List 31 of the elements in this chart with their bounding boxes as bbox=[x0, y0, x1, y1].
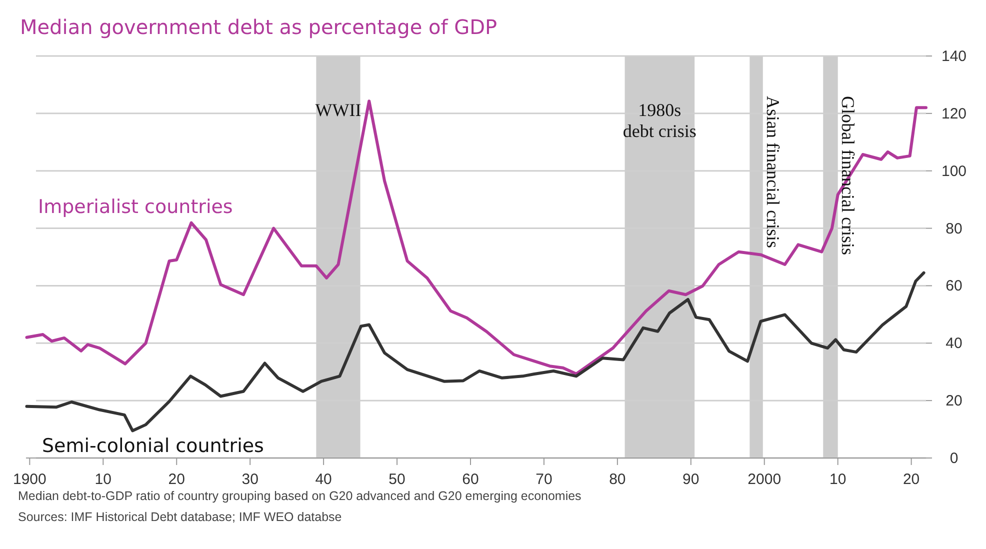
y-tick-label: 100 bbox=[941, 162, 967, 180]
x-tick-label: 60 bbox=[462, 471, 479, 488]
x-tick-label: 80 bbox=[609, 471, 626, 488]
y-tick-label: 120 bbox=[941, 105, 967, 122]
x-tick-label: 20 bbox=[168, 471, 185, 488]
x-tick-label: 90 bbox=[682, 471, 700, 488]
band-label: Global financial crisis bbox=[838, 96, 858, 255]
line-series bbox=[25, 271, 926, 432]
y-tick-label: 60 bbox=[946, 278, 962, 295]
x-tick-label: 50 bbox=[388, 471, 406, 488]
x-tick-label: 2000 bbox=[748, 471, 782, 488]
source-note: Sources: IMF Historical Debt database; IMF WEO databse bbox=[18, 510, 342, 524]
x-tick-label: 10 bbox=[829, 471, 846, 488]
x-tick-label: 10 bbox=[94, 471, 112, 488]
series-label: Semi-colonial countries bbox=[42, 435, 264, 457]
x-tick-label: 30 bbox=[242, 471, 258, 488]
y-tick-label: 40 bbox=[946, 335, 962, 352]
band-label: 1980s debt crisis bbox=[622, 100, 696, 141]
band-label: Asian financial crisis bbox=[762, 96, 783, 248]
y-tick-label: 80 bbox=[946, 220, 962, 238]
x-tick-label: 1900 bbox=[12, 471, 46, 488]
text: Median debt-to-GDP ratio of country grouping based on G20 advanced and G20 emerging economies bbox=[18, 489, 582, 503]
x-tick-label: 40 bbox=[315, 471, 332, 488]
chart-title: Median government debt as percentage of GDP bbox=[20, 15, 498, 39]
y-tick-label: 0 bbox=[950, 450, 958, 467]
band-label: WWII bbox=[315, 100, 362, 120]
x-tick-label: 20 bbox=[902, 471, 920, 488]
series-label: Imperialist countries bbox=[38, 196, 233, 218]
y-tick-label: 140 bbox=[941, 48, 967, 65]
y-tick-label: 20 bbox=[946, 392, 962, 410]
x-tick-label: 70 bbox=[536, 471, 552, 488]
